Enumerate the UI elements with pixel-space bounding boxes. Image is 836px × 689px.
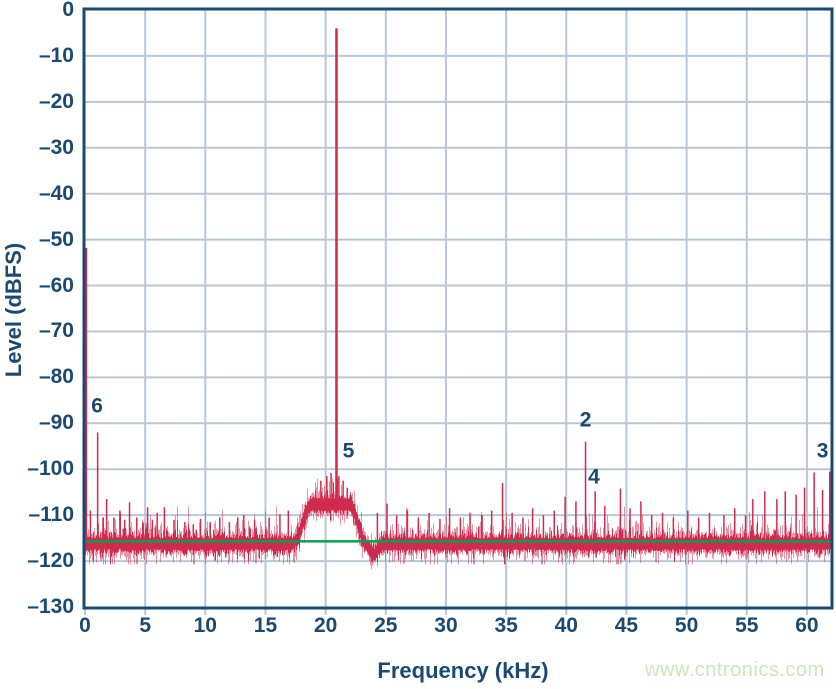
y-tick-label: –20 bbox=[38, 89, 74, 113]
y-tick-label: –70 bbox=[38, 319, 74, 343]
y-tick-label: –120 bbox=[27, 549, 74, 573]
x-tick-label: 25 bbox=[374, 614, 398, 637]
x-tick-label: 30 bbox=[434, 614, 458, 637]
x-tick-label: 60 bbox=[795, 614, 819, 637]
peak-annotation-6: 6 bbox=[91, 394, 103, 418]
y-tick-label: –60 bbox=[38, 273, 74, 297]
x-tick-label: 5 bbox=[139, 614, 151, 637]
watermark-text: www.cntronics.com bbox=[645, 659, 825, 681]
y-tick-label: –50 bbox=[38, 227, 74, 251]
x-tick-label: 40 bbox=[554, 614, 578, 637]
x-tick-label: 20 bbox=[313, 614, 338, 637]
y-tick-label: 0 bbox=[62, 0, 74, 21]
x-tick-label: 15 bbox=[253, 614, 278, 637]
y-axis-title: Level (dBFS) bbox=[1, 242, 26, 378]
peak-annotation-4: 4 bbox=[588, 465, 600, 489]
y-tick-label: –90 bbox=[38, 411, 74, 435]
x-tick-label: 10 bbox=[193, 614, 217, 637]
y-tick-label: –40 bbox=[38, 181, 74, 205]
peak-annotation-3: 3 bbox=[816, 439, 829, 463]
y-tick-label: –10 bbox=[38, 43, 74, 67]
x-tick-label: 45 bbox=[614, 614, 639, 637]
y-tick-label: –100 bbox=[27, 457, 74, 481]
x-tick-label: 0 bbox=[79, 614, 91, 637]
peak-annotation-2: 2 bbox=[579, 408, 592, 432]
x-axis-title: Frequency (kHz) bbox=[377, 658, 549, 683]
y-tick-label: –130 bbox=[27, 595, 74, 618]
y-tick-label: –80 bbox=[38, 365, 74, 389]
y-tick-label: –110 bbox=[28, 503, 74, 527]
x-tick-label: 50 bbox=[674, 614, 699, 637]
y-tick-label: –30 bbox=[38, 135, 74, 159]
x-tick-label: 55 bbox=[735, 614, 759, 637]
peak-annotation-5: 5 bbox=[342, 439, 355, 463]
x-tick-label: 35 bbox=[494, 614, 518, 637]
